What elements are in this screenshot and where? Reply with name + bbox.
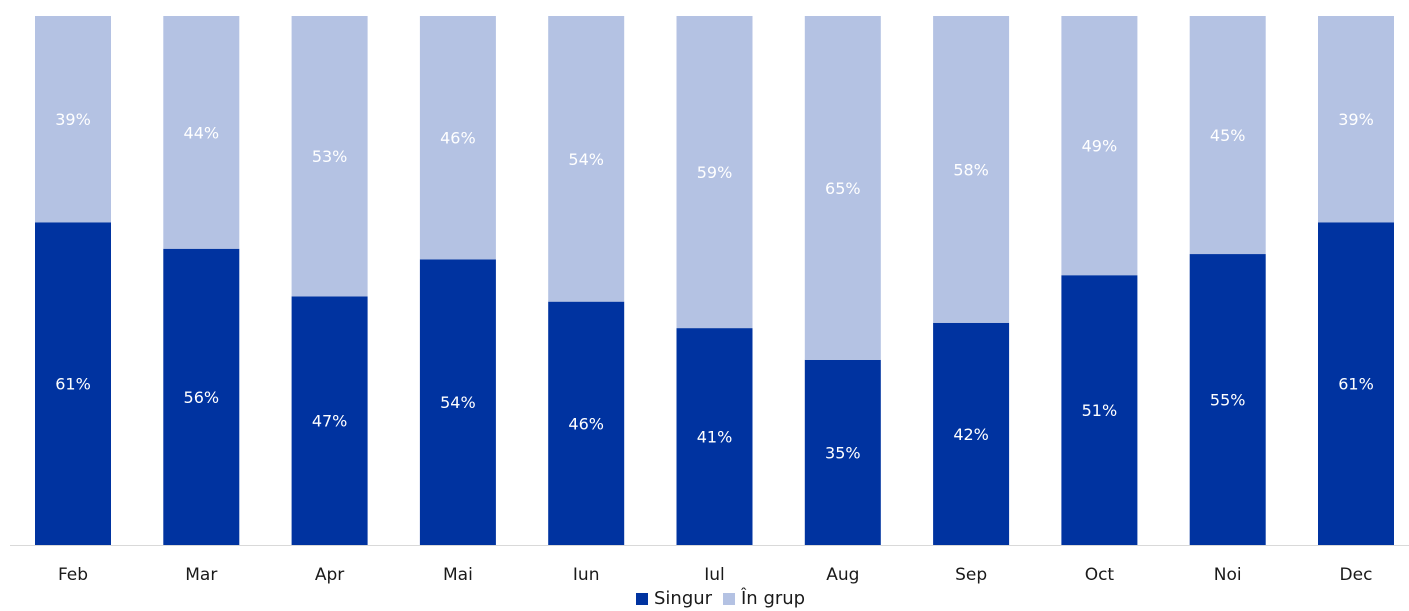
x-tick-label-oct: Oct	[1085, 565, 1115, 585]
data-label-in-grup-mar: 44%	[184, 123, 220, 142]
bar-singur-iul	[676, 328, 753, 545]
bar-singur-mar	[163, 248, 240, 545]
bar-singur-sep	[933, 322, 1010, 545]
data-label-in-grup-apr: 53%	[312, 147, 348, 166]
bar-singur-apr	[291, 296, 368, 545]
data-label-in-grup-sep: 58%	[953, 160, 989, 179]
x-tick-label-iun: Iun	[573, 565, 600, 585]
data-label-in-grup-aug: 65%	[825, 179, 861, 198]
bar-in-grup-mar	[163, 16, 240, 249]
bar-singur-oct	[1061, 275, 1138, 545]
x-tick-label-noi: Noi	[1214, 565, 1242, 585]
data-label-singur-dec: 61%	[1338, 375, 1374, 394]
data-label-singur-mar: 56%	[184, 388, 220, 407]
bar-in-grup-mai	[419, 16, 496, 260]
bar-singur-dec	[1318, 222, 1394, 545]
data-label-singur-noi: 55%	[1210, 391, 1246, 410]
data-label-singur-feb: 61%	[55, 375, 91, 394]
data-label-singur-sep: 42%	[953, 425, 989, 444]
bar-in-grup-feb	[35, 16, 111, 223]
data-label-singur-mai: 54%	[440, 393, 476, 412]
data-label-singur-aug: 35%	[825, 443, 861, 462]
data-labels-group: 61% 39% 56% 44% 47% 53% 54% 46% 46% 54% 41% 59% 35% 6…	[55, 110, 1374, 462]
bar-in-grup-iul	[676, 16, 753, 329]
x-tick-labels-group: Feb Mar Apr Mai Iun Iul Aug Sep Oct Noi Dec	[58, 565, 1373, 585]
bar-in-grup-iun	[548, 16, 625, 302]
legend-label-singur: Singur	[654, 588, 713, 609]
bar-singur-aug	[804, 359, 881, 545]
x-tick-label-sep: Sep	[955, 565, 987, 585]
data-label-singur-iun: 46%	[568, 414, 604, 433]
x-tick-label-apr: Apr	[315, 565, 344, 585]
x-tick-label-mar: Mar	[185, 565, 217, 585]
data-label-singur-apr: 47%	[312, 412, 348, 431]
bar-in-grup-dec	[1318, 16, 1394, 223]
bar-in-grup-apr	[291, 16, 368, 297]
bar-in-grup-sep	[933, 16, 1010, 323]
bar-in-grup-aug	[804, 16, 881, 360]
bar-singur-iun	[548, 301, 625, 545]
data-label-singur-oct: 51%	[1082, 401, 1118, 420]
x-tick-label-aug: Aug	[826, 565, 859, 585]
legend-swatch-in-grup	[723, 593, 735, 605]
data-label-in-grup-iun: 54%	[568, 150, 604, 169]
data-label-in-grup-dec: 39%	[1338, 110, 1374, 129]
x-tick-label-mai: Mai	[443, 565, 473, 585]
legend: Singur În grup	[636, 587, 805, 609]
bars-group	[35, 16, 1394, 546]
data-label-in-grup-feb: 39%	[55, 110, 91, 129]
legend-swatch-singur	[636, 593, 648, 605]
data-label-in-grup-mai: 46%	[440, 129, 476, 148]
bar-singur-noi	[1189, 254, 1266, 546]
bar-in-grup-oct	[1061, 16, 1138, 276]
data-label-in-grup-oct: 49%	[1082, 137, 1118, 156]
x-tick-label-dec: Dec	[1340, 565, 1373, 585]
bar-singur-feb	[35, 222, 111, 545]
bar-in-grup-noi	[1189, 16, 1266, 255]
x-tick-label-iul: Iul	[704, 565, 725, 585]
data-label-singur-iul: 41%	[697, 428, 733, 447]
x-tick-label-feb: Feb	[58, 565, 88, 585]
legend-label-in-grup: În grup	[740, 587, 805, 609]
data-label-in-grup-iul: 59%	[697, 163, 733, 182]
bar-singur-mai	[419, 259, 496, 545]
data-label-in-grup-noi: 45%	[1210, 126, 1246, 145]
